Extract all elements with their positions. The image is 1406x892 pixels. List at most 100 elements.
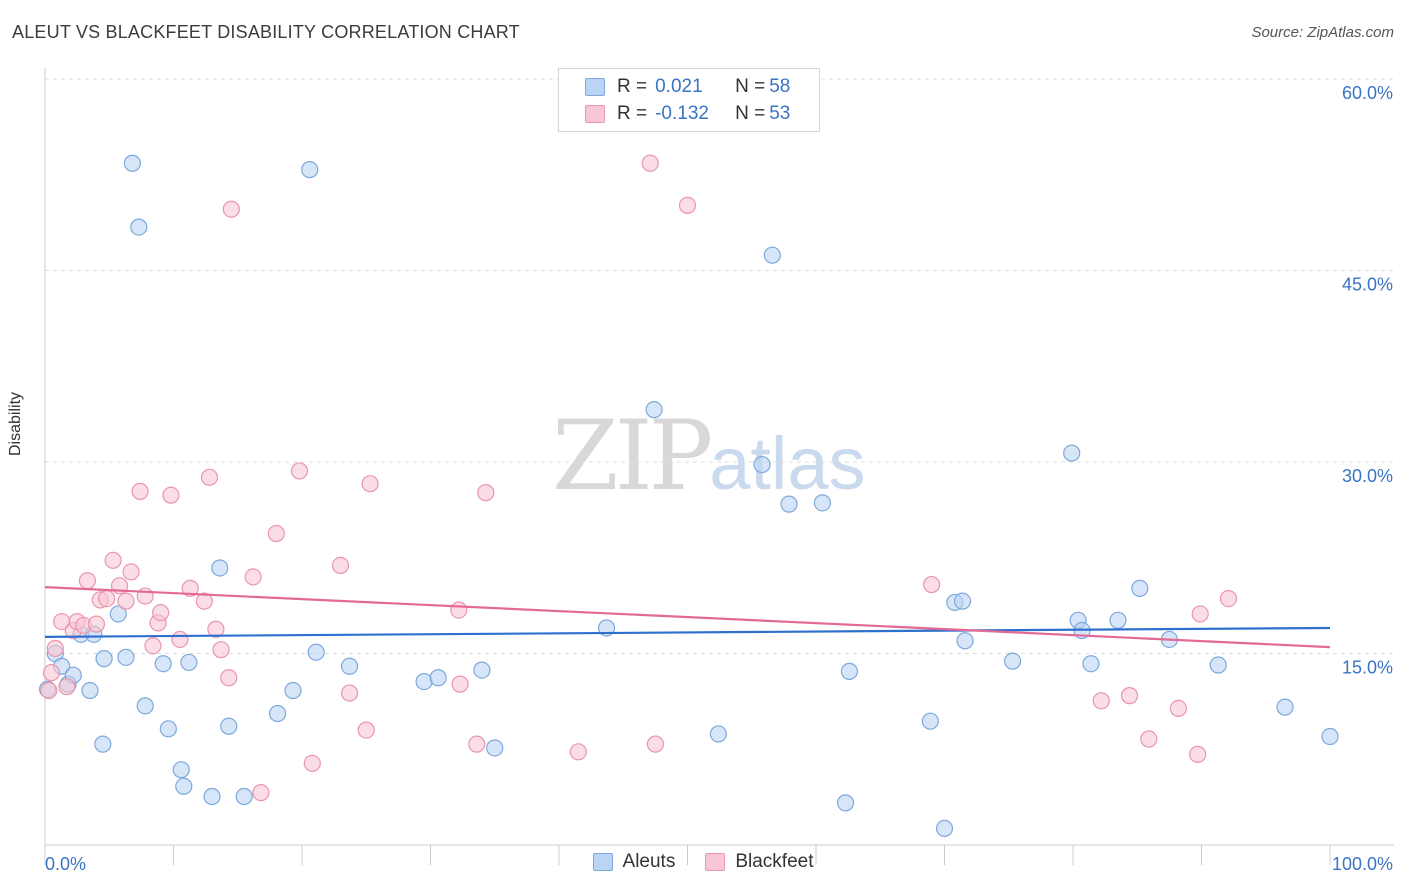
aleut-point — [175, 777, 193, 795]
aleut-point — [1004, 652, 1022, 670]
aleuts-swatch — [592, 853, 613, 871]
blackfeet-point — [195, 592, 213, 610]
aleut-point — [1321, 727, 1339, 746]
y-axis-label: Disability — [7, 391, 24, 456]
blackfeet-point — [46, 639, 64, 657]
aleut-point — [203, 787, 221, 806]
blackfeet-point — [678, 196, 697, 214]
aleut-point — [220, 717, 238, 735]
x-tick-label: 0.0% — [45, 854, 86, 874]
blackfeet-point — [98, 590, 116, 608]
legend-label-aleuts: Aleuts — [622, 851, 676, 872]
aleut-point — [130, 218, 148, 236]
blackfeet-swatch — [705, 853, 726, 871]
aleut-point — [1276, 698, 1294, 716]
aleut-point — [1063, 444, 1081, 462]
legend-label-blackfeet: Blackfeet — [735, 851, 814, 872]
aleut-point — [473, 661, 491, 679]
aleut-trend-line — [44, 626, 1331, 639]
blackfeet-point — [641, 154, 659, 172]
series-legend: Aleuts Blackfeet — [0, 851, 1406, 873]
aleut-point — [836, 794, 855, 812]
blackfeet-point — [340, 684, 359, 702]
aleut-point — [109, 605, 127, 623]
aleut-point — [645, 401, 663, 419]
blackfeet-point — [290, 462, 309, 480]
blackfeet-point — [58, 678, 76, 696]
y-tick-label: 15.0% — [1342, 658, 1393, 678]
y-tick-label: 45.0% — [1342, 275, 1393, 295]
aleuts-swatch — [585, 78, 605, 96]
blackfeet-point — [1140, 730, 1158, 748]
aleut-point — [1209, 656, 1227, 674]
aleut-point — [709, 725, 727, 743]
aleut-point — [154, 655, 172, 673]
aleut-point — [172, 761, 190, 779]
legend-n-value: 53 — [769, 103, 791, 124]
blackfeet-point — [646, 735, 664, 753]
blackfeet-point — [117, 592, 135, 610]
blackfeet-point — [468, 735, 486, 753]
aleut-point — [935, 819, 954, 838]
blackfeet-point — [267, 524, 285, 543]
watermark-zip: ZIP — [552, 400, 713, 512]
aleut-point — [95, 650, 113, 668]
aleut-point — [953, 592, 972, 610]
legend-r-value: 0.021 — [655, 76, 703, 97]
aleut-point — [117, 648, 135, 666]
blackfeet-point — [244, 568, 262, 586]
legend-row-blackfeet: R = -0.132 N = 53 — [585, 102, 790, 126]
aleut-point — [813, 494, 832, 512]
blackfeet-point — [923, 575, 941, 594]
aleut-point — [1131, 579, 1149, 597]
aleut-point — [956, 632, 974, 650]
aleut-point — [486, 739, 504, 757]
aleut-point — [307, 643, 325, 661]
aleut-point — [94, 735, 112, 753]
aleut-point — [753, 455, 771, 474]
aleut-point — [780, 495, 798, 513]
blackfeet-point — [122, 563, 140, 581]
legend-r-label: R = — [617, 76, 648, 97]
blackfeet-point — [212, 641, 230, 659]
aleut-point — [840, 662, 859, 680]
aleut-point — [763, 246, 781, 264]
aleut-point — [1109, 611, 1127, 629]
blackfeet-point — [171, 630, 189, 649]
legend-r-label: R = — [617, 103, 648, 124]
aleut-point — [284, 681, 302, 700]
blackfeet-point — [569, 743, 587, 761]
blackfeet-point — [144, 637, 162, 655]
aleut-point — [268, 704, 287, 723]
blackfeet-point — [42, 664, 61, 682]
blackfeet-swatch — [585, 105, 605, 123]
blackfeet-point — [181, 579, 199, 597]
legend-item-aleuts[interactable]: Aleuts — [592, 851, 676, 873]
blackfeet-point — [152, 604, 170, 622]
blackfeet-point — [78, 572, 97, 590]
y-tick-label: 30.0% — [1342, 466, 1393, 486]
legend-item-blackfeet[interactable]: Blackfeet — [705, 851, 813, 873]
blackfeet-point — [1219, 590, 1238, 608]
legend-r-value: -0.132 — [655, 103, 709, 124]
blackfeet-point — [131, 482, 149, 500]
blackfeet-point — [303, 754, 321, 772]
aleut-point — [340, 657, 359, 675]
aleut-point — [81, 681, 99, 700]
aleut-point — [136, 697, 154, 715]
blackfeet-point — [1191, 605, 1209, 623]
blackfeet-point — [104, 551, 122, 569]
chart-title: ALEUT VS BLACKFEET DISABILITY CORRELATIO… — [12, 22, 520, 42]
blackfeet-point — [200, 468, 219, 486]
blackfeet-point — [450, 601, 468, 619]
blackfeet-point — [222, 200, 240, 218]
blackfeet-point — [1169, 699, 1187, 717]
blackfeet-point — [87, 615, 106, 633]
blackfeet-point — [1092, 692, 1110, 710]
aleut-point — [301, 161, 319, 179]
legend-n-value: 58 — [769, 76, 791, 97]
aleut-point — [235, 787, 253, 806]
aleut-point — [159, 720, 177, 738]
legend-n-label: N = — [735, 103, 766, 124]
